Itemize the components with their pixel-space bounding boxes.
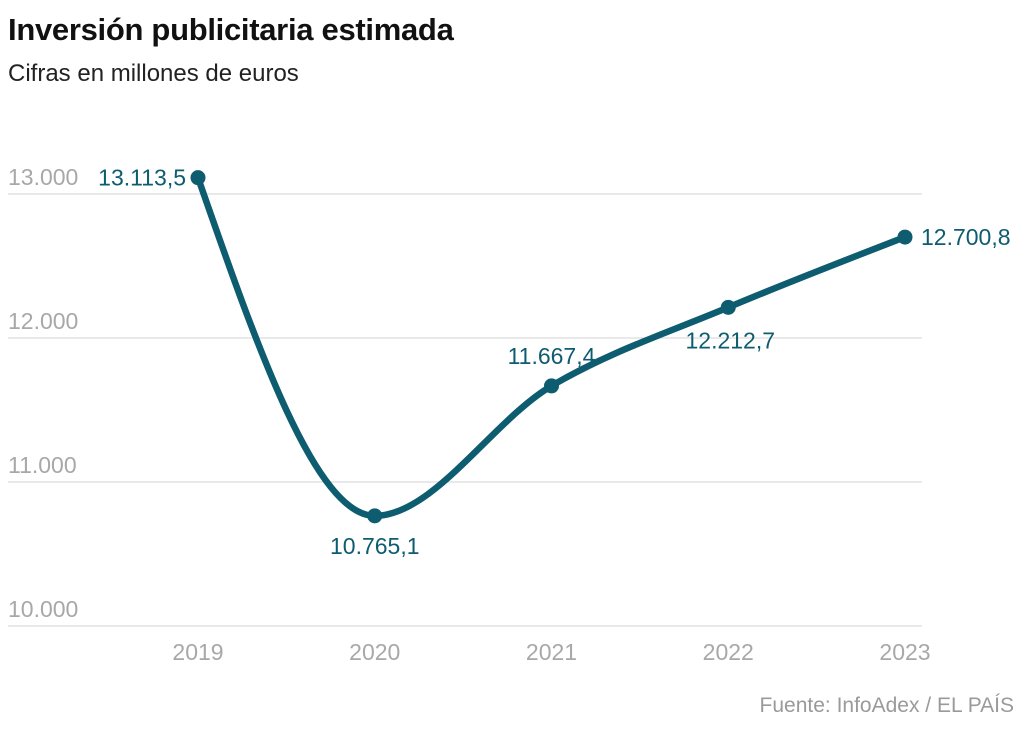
data-labels: 13.113,5 10.765,1 11.667,4 12.212,7 12.700,8 [98, 165, 1010, 559]
y-tick-label: 12.000 [8, 308, 78, 334]
x-tick-label: 2021 [526, 639, 577, 665]
chart-title: Inversión publicitaria estimada [8, 12, 454, 47]
data-point [544, 378, 559, 394]
data-label: 12.212,7 [685, 327, 775, 353]
data-label: 13.113,5 [98, 165, 186, 191]
chart-subtitle: Cifras en millones de euros [8, 60, 299, 87]
y-axis-ticks: 10.000 11.000 12.000 13.000 [8, 164, 78, 622]
y-tick-label: 10.000 [8, 596, 78, 622]
gridlines [8, 193, 922, 627]
x-tick-label: 2023 [879, 639, 930, 665]
y-tick-label: 13.000 [8, 164, 78, 190]
data-point [897, 229, 913, 245]
x-tick-label: 2020 [349, 639, 400, 665]
data-point [720, 299, 736, 315]
data-label: 12.700,8 [921, 224, 1011, 250]
source-note: Fuente: InfoAdex / EL PAÍS [759, 694, 1014, 717]
x-axis-ticks: 2019 2020 2021 2022 2023 [172, 639, 930, 665]
data-label: 10.765,1 [330, 533, 420, 559]
data-label: 11.667,4 [508, 343, 596, 369]
x-tick-label: 2019 [172, 639, 223, 665]
x-tick-label: 2022 [703, 639, 754, 665]
data-point [190, 170, 206, 186]
data-point [367, 508, 383, 524]
y-tick-label: 11.000 [8, 452, 77, 478]
data-points [190, 170, 913, 524]
series-line [194, 174, 909, 520]
